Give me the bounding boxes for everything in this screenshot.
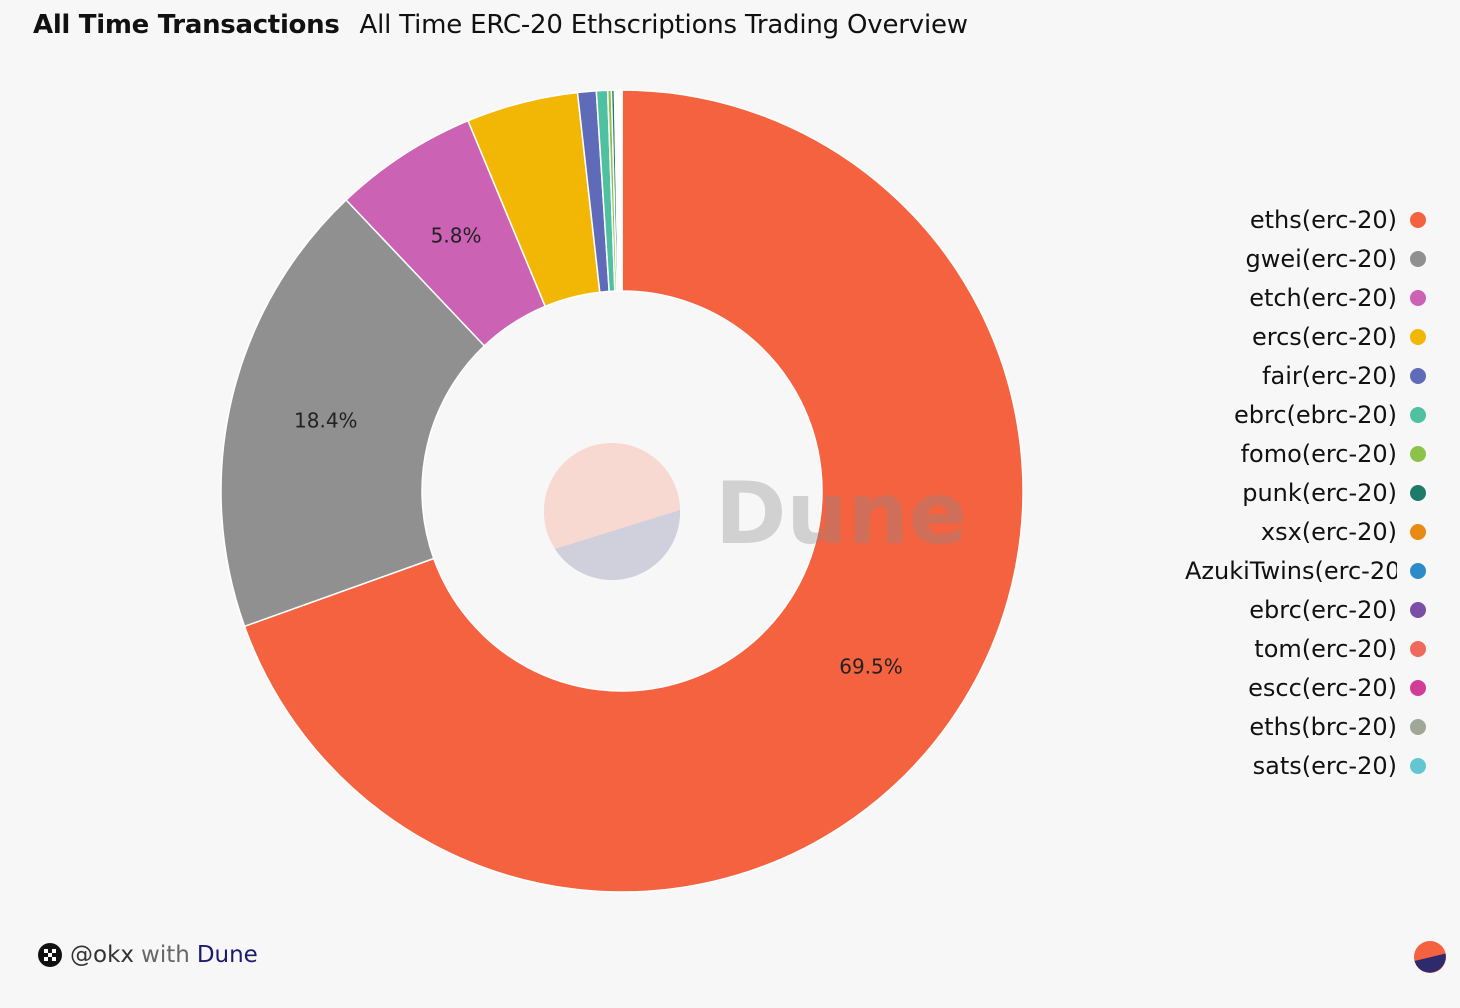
legend-swatch — [1410, 211, 1426, 228]
legend-label: escc(erc-20) — [1248, 673, 1397, 702]
legend-item-11[interactable]: tom(erc-20) — [1166, 629, 1426, 668]
dune-watermark-logo — [543, 443, 681, 580]
legend-item-12[interactable]: escc(erc-20) — [1166, 668, 1426, 707]
legend-label: eths(erc-20) — [1249, 205, 1397, 234]
legend-item-1[interactable]: gwei(erc-20) — [1166, 239, 1426, 278]
data-label-2: 5.8% — [431, 224, 482, 248]
legend-item-4[interactable]: fair(erc-20) — [1166, 356, 1426, 395]
legend-label: xsx(erc-20) — [1260, 517, 1397, 546]
legend-swatch — [1410, 679, 1426, 696]
dune-watermark: Dune — [543, 443, 967, 580]
legend-item-7[interactable]: punk(erc-20) — [1166, 473, 1426, 512]
data-label-1: 18.4% — [294, 408, 358, 432]
legend-swatch — [1410, 757, 1426, 774]
legend-swatch — [1410, 718, 1426, 735]
chart-legend: eths(erc-20) gwei(erc-20) etch(erc-20) ercs… — [1166, 200, 1426, 785]
legend-label: eths(brc-20) — [1249, 712, 1397, 741]
data-label-group: 69.5% 18.4% 5.8% — [294, 224, 903, 679]
pie-slice-0[interactable] — [243, 89, 1024, 893]
legend-label: punk(erc-20) — [1242, 478, 1397, 507]
legend-swatch — [1410, 250, 1426, 267]
legend-swatch — [1410, 328, 1426, 345]
footer-brand-link[interactable]: Dune — [196, 942, 258, 968]
legend-swatch — [1410, 445, 1426, 462]
legend-label: ebrc(ebrc-20) — [1234, 400, 1397, 429]
legend-item-5[interactable]: ebrc(ebrc-20) — [1166, 395, 1426, 434]
slice-group — [220, 89, 1024, 893]
legend-swatch — [1410, 523, 1426, 540]
pie-slice-1[interactable] — [220, 198, 486, 628]
legend-item-9[interactable]: AzukiTwins(erc-20) — [1166, 551, 1426, 590]
legend-item-2[interactable]: etch(erc-20) — [1166, 278, 1426, 317]
legend-label: sats(erc-20) — [1252, 751, 1397, 780]
legend-swatch — [1410, 640, 1426, 657]
legend-label: tom(erc-20) — [1254, 634, 1397, 663]
footer-attribution[interactable]: @okx with Dune — [38, 942, 258, 968]
footer-user[interactable]: @okx — [70, 942, 135, 968]
footer-with: with — [141, 942, 190, 968]
legend-item-10[interactable]: ebrc(erc-20) — [1166, 590, 1426, 629]
legend-swatch — [1410, 289, 1426, 306]
legend-item-6[interactable]: fomo(erc-20) — [1166, 434, 1426, 473]
chart-subtitle: All Time ERC-20 Ethscriptions Trading Ov… — [359, 10, 969, 40]
legend-item-8[interactable]: xsx(erc-20) — [1166, 512, 1426, 551]
legend-label: AzukiTwins(erc-20) — [1185, 556, 1397, 585]
legend-item-13[interactable]: eths(brc-20) — [1166, 707, 1426, 746]
pie-slice-14[interactable] — [620, 89, 623, 292]
legend-swatch — [1410, 562, 1426, 579]
legend-label: ercs(erc-20) — [1251, 322, 1397, 351]
dune-logo-icon[interactable] — [1414, 941, 1446, 973]
legend-label: fair(erc-20) — [1262, 361, 1397, 390]
legend-item-0[interactable]: eths(erc-20) — [1166, 200, 1426, 239]
legend-label: ebrc(erc-20) — [1249, 595, 1397, 624]
dune-watermark-text: Dune — [715, 464, 967, 564]
legend-swatch — [1410, 367, 1426, 384]
legend-swatch — [1410, 406, 1426, 423]
chart-title: All Time Transactions — [33, 10, 340, 40]
data-label-0: 69.5% — [839, 654, 903, 678]
legend-swatch — [1410, 601, 1426, 618]
legend-item-3[interactable]: ercs(erc-20) — [1166, 317, 1426, 356]
legend-label: fomo(erc-20) — [1240, 439, 1397, 468]
legend-item-14[interactable]: sats(erc-20) — [1166, 746, 1426, 785]
legend-label: gwei(erc-20) — [1245, 244, 1397, 273]
legend-swatch — [1410, 484, 1426, 501]
legend-label: etch(erc-20) — [1249, 283, 1397, 312]
okx-logo-icon — [38, 943, 62, 967]
chart-header: All Time Transactions All Time ERC-20 Et… — [33, 10, 968, 46]
